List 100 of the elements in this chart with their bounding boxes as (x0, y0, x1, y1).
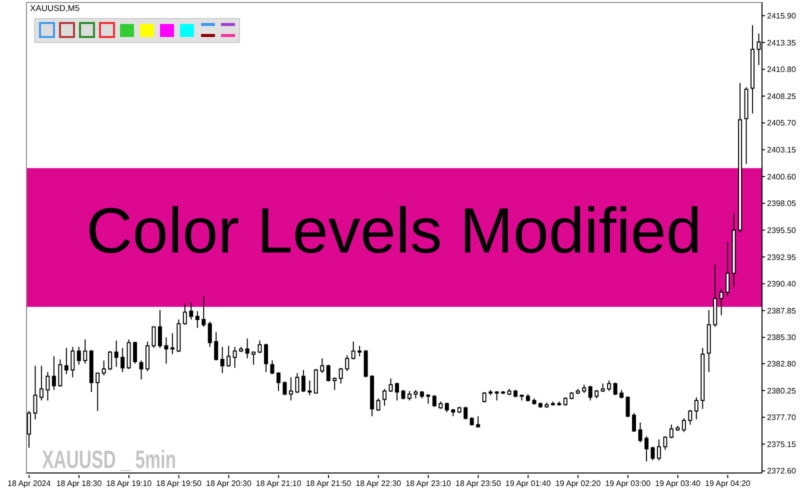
y-tick-label: 2382.80 (767, 360, 796, 368)
y-tick-label: 2410.80 (767, 65, 796, 74)
candlestick (301, 369, 306, 393)
x-tick-label: 18 Apr 21:50 (306, 479, 352, 488)
candlestick (46, 372, 50, 401)
candlestick (76, 346, 81, 366)
y-tick-label: 2390.40 (767, 280, 796, 289)
y-tick-label: 2387.85 (767, 306, 796, 316)
x-tick-label: 18 Apr 22:30 (356, 479, 402, 488)
candlestick (626, 396, 630, 418)
candlestick (338, 367, 343, 384)
candlestick (688, 409, 692, 426)
candlestick (644, 436, 648, 462)
candlestick (220, 346, 224, 374)
x-tick-label: 19 Apr 03:00 (605, 479, 652, 488)
y-tick-label: 2400.60 (767, 172, 796, 182)
candlestick (58, 358, 62, 388)
y-tick-label: 2385.30 (767, 333, 796, 342)
candlestick (407, 390, 412, 401)
candlestick (395, 382, 399, 401)
y-tick-label: 2372.60 (767, 466, 796, 476)
candlestick (426, 394, 430, 404)
candlestick (326, 364, 330, 382)
candlestick (64, 347, 68, 375)
candlestick (482, 392, 486, 404)
candlestick (613, 382, 618, 396)
x-tick-label: 18 Apr 2024 (8, 479, 52, 488)
candlestick (33, 365, 38, 420)
candlestick (494, 390, 499, 401)
candlestick (656, 438, 661, 461)
y-tick-label: 2413.35 (767, 38, 796, 48)
candlestick (146, 341, 150, 372)
y-tick-label: 2392.95 (767, 252, 796, 262)
candlestick (258, 340, 262, 354)
candlestick (638, 422, 642, 444)
candlestick (96, 372, 100, 412)
candlestick (52, 356, 56, 390)
y-tick-label: 2375.15 (767, 440, 796, 449)
x-tick-label: 18 Apr 23:50 (456, 479, 502, 488)
x-tick-label: 19 Apr 02:20 (555, 479, 602, 488)
candlestick (401, 389, 406, 400)
x-tick-label: 19 Apr 01:40 (505, 479, 552, 488)
candlestick (139, 360, 144, 380)
candlestick (682, 418, 686, 432)
candlestick (382, 388, 387, 406)
candlestick (182, 303, 187, 326)
candlestick (39, 365, 44, 401)
x-tick-label: 18 Apr 21:10 (256, 479, 302, 488)
candlestick (264, 343, 268, 373)
candlestick (588, 385, 592, 401)
candlestick (120, 347, 125, 373)
x-tick-label: 18 Apr 19:50 (156, 479, 202, 488)
candlestick (650, 446, 655, 461)
candlestick (669, 424, 674, 439)
candlestick (270, 360, 274, 375)
candlestick (345, 354, 350, 372)
candlestick (114, 340, 118, 368)
y-tick-label: 2408.25 (767, 92, 796, 101)
candlestick (719, 288, 724, 316)
candlestick (320, 358, 324, 374)
x-tick-label: 19 Apr 03:40 (655, 479, 702, 488)
candlestick (189, 302, 194, 320)
candlestick (388, 378, 393, 393)
y-tick-label: 2377.70 (767, 413, 796, 422)
candlestick (632, 412, 636, 432)
candlestick (102, 360, 106, 376)
candlestick (202, 296, 206, 328)
candlestick (226, 345, 231, 368)
candlestick (726, 241, 730, 297)
x-tick-label: 18 Apr 20:30 (206, 479, 252, 488)
candlestick (152, 326, 156, 348)
x-tick-label: 18 Apr 23:10 (406, 479, 452, 488)
chart-title: XAUUSD,M5 (30, 3, 80, 13)
candlestick (70, 346, 75, 378)
candlestick (444, 402, 449, 413)
candlestick (308, 380, 312, 396)
candlestick (276, 372, 280, 392)
candlestick (464, 406, 468, 420)
candlestick (252, 352, 256, 366)
y-tick-label: 2405.70 (767, 118, 796, 128)
candlestick (332, 376, 337, 390)
candlestick (208, 321, 212, 348)
candlestick (663, 436, 668, 450)
candlestick (351, 341, 356, 360)
candlestick (133, 341, 138, 364)
y-tick-label: 2415.90 (767, 12, 796, 21)
candlestick (358, 345, 362, 357)
candlestick (694, 396, 698, 420)
candlestick (295, 372, 300, 394)
candlestick (214, 332, 218, 362)
x-tick-label: 18 Apr 19:10 (106, 479, 152, 488)
candlestick (314, 368, 318, 394)
candlestick (432, 394, 436, 408)
candlestick (195, 310, 200, 328)
candlestick (232, 346, 237, 368)
annotation: XAUUSD _ 5min (42, 444, 176, 474)
candlestick (245, 338, 250, 359)
x-tick-label: 19 Apr 04:20 (705, 479, 751, 488)
candlestick (376, 398, 380, 412)
y-tick-label: 2380.25 (767, 386, 796, 396)
